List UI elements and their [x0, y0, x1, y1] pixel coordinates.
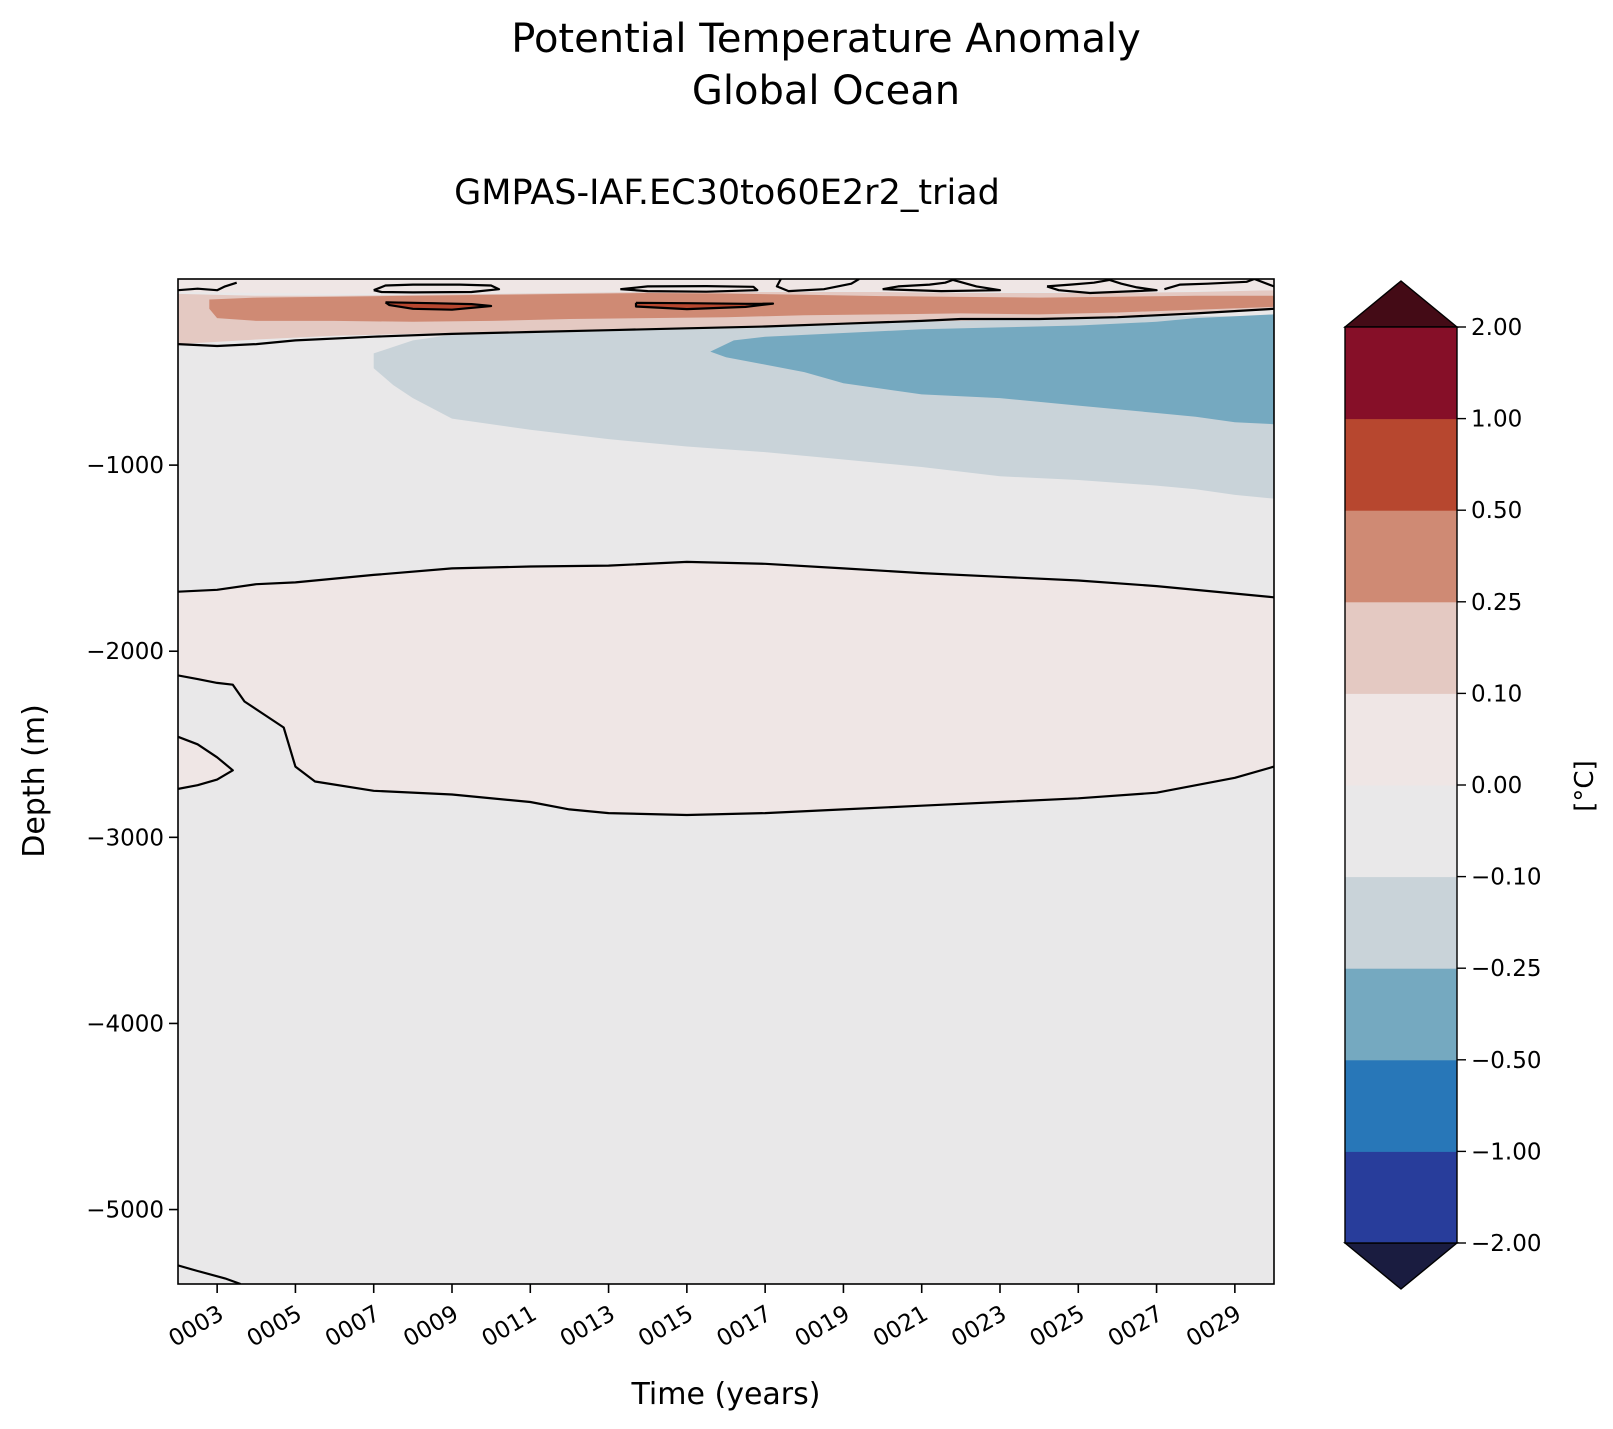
colorbar-tick-label: 2.00 — [1471, 315, 1522, 341]
colorbar-tick-label: −2.00 — [1471, 1231, 1541, 1257]
x-tick-label: 0019 — [791, 1301, 855, 1353]
colorbar-tick-label: 0.00 — [1471, 773, 1522, 799]
colorbar-swatch — [1345, 693, 1457, 786]
colorbar-swatch — [1345, 510, 1457, 603]
colorbar-swatch — [1345, 418, 1457, 511]
x-tick-label: 0005 — [243, 1301, 307, 1353]
x-tick-label: 0013 — [556, 1301, 620, 1353]
contour-line-12 — [1046, 279, 1158, 295]
contour-line-10 — [775, 279, 860, 293]
plot-frame — [177, 278, 1275, 1285]
contour-line-7 — [178, 281, 238, 292]
anomaly-region-0 — [178, 561, 1274, 815]
colorbar-label: [°C] — [1570, 760, 1600, 811]
colorbar-tick-label: 1.00 — [1471, 407, 1522, 433]
y-axis-label: Depth (m) — [17, 704, 52, 858]
contour-lines — [178, 279, 1274, 1284]
contour-line-3 — [178, 1264, 241, 1284]
colorbar-tick-label: 0.10 — [1471, 681, 1522, 707]
colorbar-swatch — [1345, 1151, 1457, 1244]
contour-line-1 — [178, 674, 1274, 817]
chart-title: Potential Temperature Anomaly — [511, 16, 1141, 62]
contour-line-2 — [178, 735, 234, 790]
plot-area — [177, 278, 1275, 1285]
y-tick-label: −5000 — [86, 1198, 164, 1224]
contour-line-8 — [373, 283, 501, 294]
contour-line-4 — [178, 307, 1274, 348]
colorbar-swatch — [1345, 327, 1457, 420]
colorbar-tick-label: −0.25 — [1471, 956, 1541, 982]
y-tick-label: −1000 — [86, 453, 164, 479]
x-tick-label: 0015 — [634, 1301, 698, 1353]
colorbar-swatch — [1345, 601, 1457, 694]
x-tick-label: 0017 — [712, 1301, 776, 1353]
colorbar-tick-label: −1.00 — [1471, 1139, 1541, 1165]
colorbar-swatch — [1345, 785, 1457, 878]
contour-line-11 — [882, 279, 1002, 293]
contour-line-6 — [634, 301, 775, 311]
colorbar-tick-label: −0.10 — [1471, 865, 1541, 891]
contour-line-5 — [384, 301, 493, 311]
x-tick-label: 0025 — [1026, 1301, 1090, 1353]
x-tick-label: 0009 — [399, 1301, 463, 1353]
x-tick-label: 0027 — [1104, 1301, 1168, 1353]
colorbar-tick-label: 0.50 — [1471, 498, 1522, 524]
colorbar-over-arrow — [1343, 280, 1459, 328]
y-tick-label: −2000 — [86, 639, 164, 665]
chart-subtitle: GMPAS-IAF.EC30to60E2r2_triad — [454, 173, 1000, 213]
colorbar-tick-label: 0.25 — [1471, 590, 1522, 616]
colorbar-tick-label: −0.50 — [1471, 1048, 1541, 1074]
y-tick-label: −3000 — [86, 825, 164, 851]
x-axis: 0003 0005 0007 0009 0011 0013 0015 0017 0019 0021… — [164, 1284, 1246, 1353]
y-axis: −1000 −2000 −3000 −4000 −5000 — [86, 453, 178, 1224]
x-tick-label: 0021 — [869, 1301, 933, 1353]
colorbar-swatch — [1345, 1059, 1457, 1152]
contour-line-0 — [178, 560, 1274, 599]
x-tick-label: 0003 — [164, 1301, 228, 1353]
colorbar: −2.00 −1.00 −0.50 −0.25 −0.10 0.00 0.10 0.25 0.5… — [1343, 280, 1541, 1290]
colorbar-under-arrow — [1343, 1242, 1459, 1290]
x-axis-label: Time (years) — [631, 1377, 821, 1412]
x-tick-label: 0023 — [947, 1301, 1011, 1353]
contour-line-13 — [1164, 279, 1274, 291]
anomaly-region-3 — [710, 314, 1274, 425]
x-tick-label: 0007 — [321, 1301, 385, 1353]
x-tick-label: 0011 — [478, 1301, 542, 1353]
contour-line-9 — [620, 285, 759, 293]
y-tick-label: −4000 — [86, 1011, 164, 1037]
colorbar-swatch — [1345, 968, 1457, 1061]
chart-title-line2: Global Ocean — [692, 68, 960, 114]
anomaly-region-1 — [178, 736, 233, 789]
x-tick-label: 0029 — [1182, 1301, 1246, 1353]
colorbar-swatch — [1345, 876, 1457, 969]
